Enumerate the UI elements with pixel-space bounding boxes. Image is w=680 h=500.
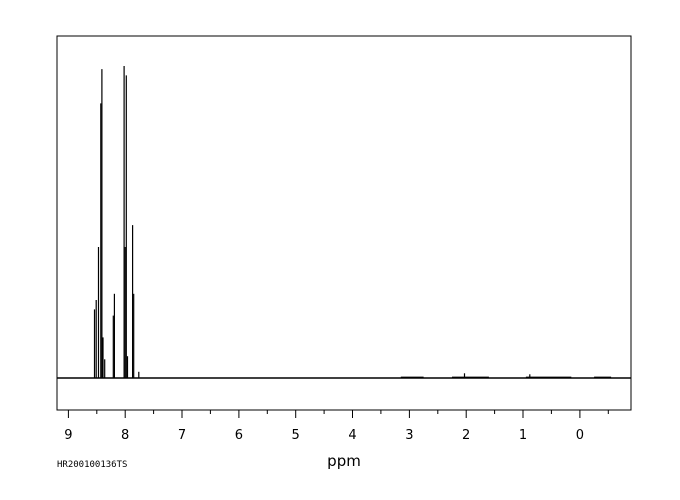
x-axis-tick-label: 2	[462, 428, 470, 443]
x-axis-title: ppm	[327, 452, 361, 470]
x-axis-tick-labels: 9 8 7 6 5 4 3 2 1 0	[64, 428, 584, 443]
x-axis-tick-label: 4	[348, 428, 356, 443]
plot-frame	[56, 35, 632, 411]
x-axis-tick-label: 0	[576, 428, 584, 443]
x-axis-tick-label: 5	[292, 428, 300, 443]
x-axis-ticks	[67, 410, 609, 418]
x-axis-tick-label: 6	[235, 428, 243, 443]
x-axis-tick-label: 3	[405, 428, 413, 443]
x-axis-tick-label: 8	[121, 428, 129, 443]
x-axis-tick-label: 7	[178, 428, 186, 443]
spectrum-peaks	[93, 66, 531, 378]
sample-code-label: HR200100136TS	[57, 460, 127, 470]
x-axis-tick-label: 9	[64, 428, 72, 443]
x-axis-tick-label: 1	[519, 428, 527, 443]
